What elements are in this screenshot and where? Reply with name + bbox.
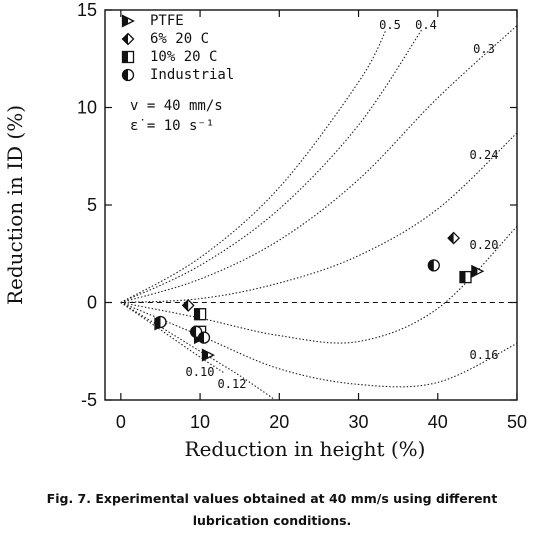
friction-curve-label-0-24: 0.24 (470, 148, 499, 162)
circle-fill (122, 69, 128, 81)
data-point-square-half-2 (459, 270, 472, 284)
data-point-triangle-right-2 (201, 348, 215, 362)
diamond-fill (448, 232, 454, 244)
data-markers (154, 231, 485, 362)
condition-line: v = 40 mm/s (130, 98, 223, 114)
data-point-circle-half-3 (427, 259, 440, 272)
data-point-diamond-half-1 (447, 231, 461, 245)
friction-curve-0-5 (120, 29, 387, 303)
x-tick-label: 50 (507, 412, 527, 432)
square-fill (122, 51, 128, 63)
friction-curves (120, 25, 517, 400)
x-tick-label: 40 (428, 412, 448, 432)
diamond-fill (122, 33, 128, 45)
triangle-fill (202, 349, 208, 361)
friction-curve-0-16 (120, 301, 517, 388)
conditions-text: v = 40 mm/s ε̇ = 10 s⁻¹ (130, 98, 223, 134)
x-axis-title: Reduction in height (%) (185, 437, 426, 461)
legend-marker-diamond-half (121, 32, 135, 46)
triangle-fill (471, 265, 478, 277)
friction-curve-0-24 (120, 132, 517, 304)
square-fill (460, 271, 466, 283)
friction-curve-label-0-4: 0.4 (415, 18, 437, 32)
legend-marker-square-half (121, 50, 135, 64)
axis-ticks: 0 10 20 30 40 50 -5 0 5 10 15 (77, 0, 527, 432)
legend: PTFE 6% 20 C 10% 20 C Industrial (121, 13, 234, 83)
legend-marker-circle-half (121, 68, 135, 82)
friction-curve-labels: 0.5 0.4 0.3 0.24 0.20 0.16 0.120.10 (186, 18, 499, 391)
friction-curve-label-0-20: 0.20 (470, 238, 499, 252)
y-tick-label: -5 (81, 390, 97, 410)
y-tick-label: 15 (77, 0, 97, 20)
circle-fill (198, 332, 204, 344)
data-point-triangle-right-3 (471, 264, 485, 278)
friction-curve-0-3 (120, 25, 517, 304)
friction-curve-0-10 (120, 302, 225, 374)
circle-fill (190, 326, 197, 338)
friction-curve-label-0-5: 0.5 (379, 18, 401, 32)
circle-fill (428, 259, 434, 271)
legend-label: 6% 20 C (150, 31, 209, 47)
friction-curve-label-0-16: 0.16 (470, 348, 499, 362)
circle-fill (155, 316, 161, 328)
legend-marker-triangle-right (121, 14, 135, 28)
triangle-fill (122, 15, 128, 27)
data-point-circle-half-0 (154, 315, 167, 329)
legend-label: 10% 20 C (150, 49, 217, 65)
data-point-diamond-half-0 (181, 298, 195, 312)
data-point-circle-half-2 (197, 331, 211, 344)
friction-curve-label-0-10: 0.10 (186, 365, 215, 379)
friction-curve-0-20 (120, 226, 517, 344)
condition-line: ε̇ = 10 s⁻¹ (130, 118, 214, 134)
friction-curve-0-12 (120, 302, 276, 400)
chart: 0.5 0.4 0.3 0.24 0.20 0.16 0.120.10 0 10 20 30 40 5… (3, 0, 527, 461)
legend-label: PTFE (150, 13, 184, 29)
friction-curve-label-0-3: 0.3 (473, 42, 495, 56)
x-tick-label: 20 (269, 412, 289, 432)
x-tick-label: 30 (349, 412, 369, 432)
square-fill (194, 308, 201, 320)
y-axis-title: Reduction in ID (%) (3, 105, 27, 305)
figure-caption: Fig. 7. Experimental values obtained at … (46, 491, 498, 528)
friction-curve-label-0-12: 0.12 (218, 377, 247, 391)
x-tick-label: 10 (190, 412, 210, 432)
y-tick-label: 0 (87, 293, 97, 313)
data-point-square-half-0 (193, 308, 207, 321)
x-tick-label: 0 (116, 412, 126, 432)
y-tick-label: 5 (87, 195, 97, 215)
diamond-fill (182, 299, 189, 311)
legend-label: Industrial (150, 67, 234, 83)
y-tick-label: 10 (77, 98, 97, 118)
